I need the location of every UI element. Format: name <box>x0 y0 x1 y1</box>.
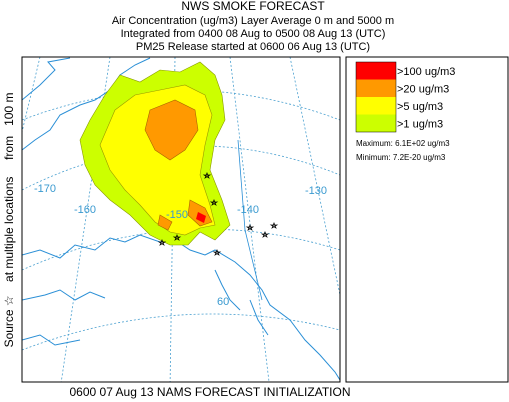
legend-stat: Maximum: 6.1E+02 ug/m3 <box>356 139 450 148</box>
legend-frame <box>345 56 509 383</box>
map-label: 60 <box>217 296 229 308</box>
title: NWS SMOKE FORECAST <box>181 0 325 13</box>
footer: 0600 07 Aug 13 NAMS FORECAST INITIALIZAT… <box>70 385 351 399</box>
legend-label: >1 ug/m3 <box>397 118 443 130</box>
map-label: -130 <box>305 185 327 197</box>
legend-label: >5 ug/m3 <box>397 101 443 113</box>
legend-swatch <box>356 97 396 115</box>
side-label: Source ☆ at multiple locations from 100 … <box>2 93 16 348</box>
legend-label: >20 ug/m3 <box>397 83 449 95</box>
legend-swatch <box>356 62 396 80</box>
map-label: -140 <box>237 204 259 216</box>
legend-label: >100 ug/m3 <box>397 66 455 78</box>
map-label: -150 <box>166 209 188 221</box>
map-label: -170 <box>34 183 56 195</box>
legend-stat: Minimum: 7.2E-20 ug/m3 <box>356 153 446 162</box>
legend: >100 ug/m3 >20 ug/m3 >5 ug/m3 >1 ug/m3 Maxim… <box>355 61 455 162</box>
legend-swatch <box>356 79 396 97</box>
header-line: Integrated from 0400 08 Aug to 0500 08 A… <box>121 28 386 40</box>
map-label: -160 <box>74 204 96 216</box>
legend-swatch-frame <box>355 61 397 133</box>
legend-swatch <box>356 114 396 132</box>
map-frame <box>21 56 341 383</box>
header-line: Air Concentration (ug/m3) Layer Average … <box>112 15 394 27</box>
map: -170 -160 -150 -140 -130 60 <box>22 57 340 382</box>
header-line: PM25 Release started at 0600 06 Aug 13 (… <box>136 41 370 53</box>
